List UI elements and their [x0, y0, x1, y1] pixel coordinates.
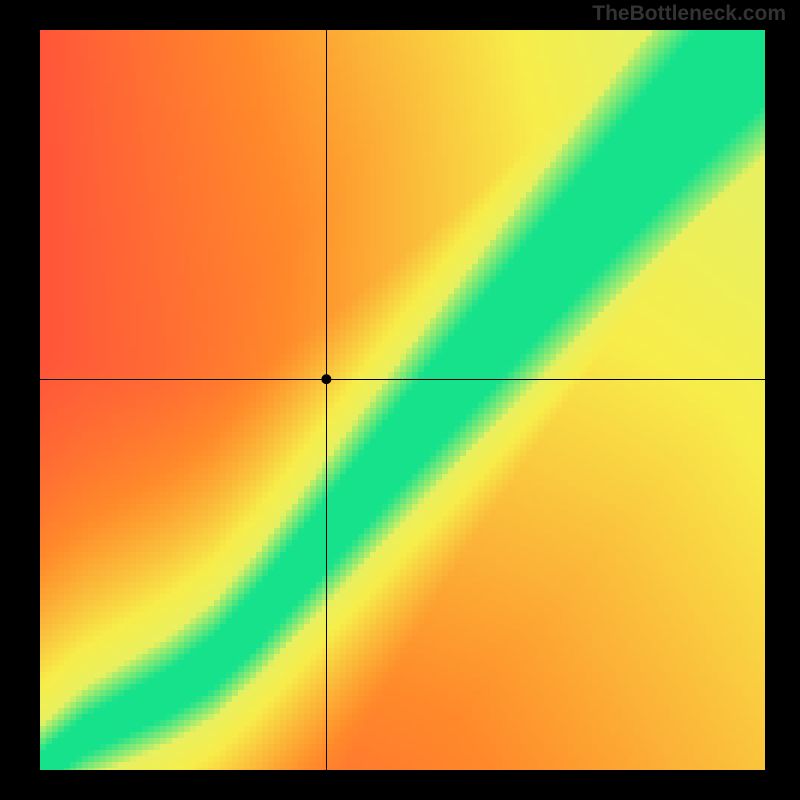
- chart-wrapper: TheBottleneck.com: [0, 0, 800, 800]
- heatmap-canvas: [0, 0, 800, 800]
- attribution-text: TheBottleneck.com: [592, 2, 786, 26]
